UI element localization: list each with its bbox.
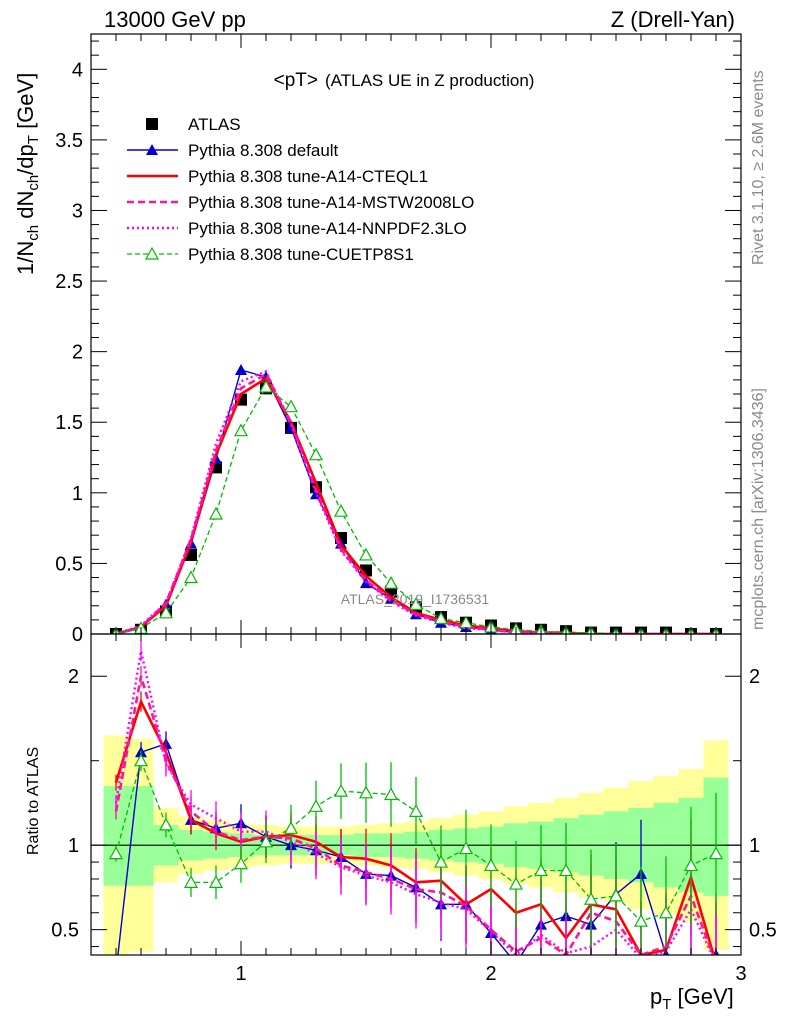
y-tick-label-ratio: 2 <box>68 666 79 688</box>
ratio-point-cuetp8s1 <box>533 863 549 877</box>
legend-marker-default <box>146 144 158 155</box>
point-cuetp8s1 <box>183 570 199 584</box>
source-label: mcplots.cern.ch [arXiv:1306.3436] <box>750 388 767 630</box>
ratio-point-cuetp8s1 <box>433 854 449 868</box>
y-tick-label-ratio-right: 0.5 <box>749 920 777 942</box>
legend-label-default: Pythia 8.308 default <box>188 141 339 160</box>
x-tick-label: 3 <box>735 963 746 985</box>
ratio-point-cuetp8s1 <box>508 876 524 890</box>
legend: ATLAS Pythia 8.308 default Pythia 8.308 tu… <box>127 115 474 264</box>
point-cuetp8s1 <box>283 399 299 413</box>
ratio-point-cuetp8s1 <box>583 891 599 905</box>
point-cuetp8s1 <box>308 447 324 461</box>
point-default <box>310 488 322 500</box>
point-cuetp8s1 <box>158 605 174 619</box>
ratio-plot-area <box>91 640 741 977</box>
ratio-point-cuetp8s1 <box>658 905 674 919</box>
y-tick-label-main: 4 <box>72 59 83 81</box>
point-cuetp8s1 <box>433 611 449 625</box>
process-label: Z (Drell-Yan) <box>611 7 735 32</box>
series-line-mstw <box>115 372 716 634</box>
legend-label-nnpdf: Pythia 8.308 tune-A14-NNPDF2.3LO <box>188 219 467 238</box>
ratio-point-cuetp8s1 <box>183 875 199 888</box>
ratio-point-cuetp8s1 <box>358 785 374 799</box>
point-cuetp8s1 <box>208 506 224 520</box>
plot-title-sub: (ATLAS UE in Z production) <box>325 71 534 90</box>
ratio-point-default <box>685 957 697 968</box>
legend-label-atlas: ATLAS <box>188 115 241 134</box>
y-tick-label-main: 2.5 <box>55 271 83 293</box>
x-axis-label: pT [GeV] <box>650 984 734 1013</box>
ratio-point-cuetp8s1 <box>283 821 299 834</box>
legend-label-cteql1: Pythia 8.308 tune-A14-CTEQL1 <box>188 167 428 186</box>
ratio-point-cuetp8s1 <box>483 858 499 872</box>
y-tick-label-ratio-right: 2 <box>749 666 760 688</box>
ratio-point-cuetp8s1 <box>633 913 649 927</box>
ratio-point-cuetp8s1 <box>558 863 574 877</box>
ratio-point-cuetp8s1 <box>408 804 424 817</box>
y-tick-label-main: 0 <box>72 624 83 646</box>
y-tick-label-ratio: 1 <box>68 835 79 857</box>
y-tick-label-main: 3.5 <box>55 130 83 152</box>
point-default <box>235 364 247 375</box>
y-tick-label-ratio: 0.5 <box>51 920 79 942</box>
ratio-point-cuetp8s1 <box>108 846 124 860</box>
x-tick-label: 1 <box>235 963 246 985</box>
legend-label-mstw: Pythia 8.308 tune-A14-MSTW2008LO <box>188 193 474 212</box>
point-cuetp8s1 <box>408 597 424 610</box>
y-tick-label-main: 0.5 <box>55 553 83 575</box>
y-tick-label-main: 2 <box>72 342 83 364</box>
rivet-version-label: Rivet 3.1.10, ≥ 2.6M events <box>750 70 767 265</box>
legend-marker-atlas <box>146 118 158 130</box>
point-cuetp8s1 <box>358 547 374 561</box>
ratio-point-cuetp8s1 <box>608 888 624 902</box>
ratio-y-axis-label: Ratio to ATLAS <box>25 747 42 855</box>
plot-title-main: <pT> <box>274 70 318 91</box>
y-tick-label-main: 1.5 <box>55 412 83 434</box>
ratio-point-cuetp8s1 <box>133 753 149 767</box>
svg-text:pT [GeV]: pT [GeV] <box>650 984 734 1013</box>
main-y-axis-label: 1/Nch dNch/dpT [GeV] <box>13 73 42 275</box>
band-green-bin <box>128 786 154 886</box>
point-cuetp8s1 <box>383 575 399 589</box>
y-tick-label-main: 3 <box>72 200 83 222</box>
axes: 00.511.522.533.541 2 30.5 0.51 12 2 <box>51 34 777 985</box>
legend-marker-cuetp8s1 <box>144 246 160 260</box>
y-tick-label-ratio-right: 1 <box>749 835 760 857</box>
ratio-point-cuetp8s1 <box>708 846 724 860</box>
point-cuetp8s1 <box>258 379 274 393</box>
x-tick-label: 2 <box>485 963 496 985</box>
ratio-point-cuetp8s1 <box>308 799 324 812</box>
point-cuetp8s1 <box>333 503 349 517</box>
ratio-point-cuetp8s1 <box>683 858 699 872</box>
ratio-point-cuetp8s1 <box>258 834 274 848</box>
ratio-point-cuetp8s1 <box>158 817 174 831</box>
ratio-point-cuetp8s1 <box>383 787 399 801</box>
ratio-point-cuetp8s1 <box>233 856 249 870</box>
ratio-point-cuetp8s1 <box>458 841 474 855</box>
svg-text:1/Nch dNch/dpT [GeV]: 1/Nch dNch/dpT [GeV] <box>13 73 42 275</box>
watermark: ATLAS_2019_I1736531 <box>341 591 490 607</box>
series-line-nnpdf <box>115 369 716 634</box>
point-cuetp8s1 <box>233 423 249 437</box>
ratio-point-default <box>510 957 522 968</box>
ratio-point-cuetp8s1 <box>208 875 224 888</box>
ratio-point-cuetp8s1 <box>333 783 349 797</box>
y-tick-label-main: 1 <box>72 483 83 505</box>
ratio-point-default <box>110 966 122 977</box>
legend-label-cuetp8s1: Pythia 8.308 tune-CUETP8S1 <box>188 245 414 264</box>
energy-label: 13000 GeV pp <box>104 7 246 32</box>
